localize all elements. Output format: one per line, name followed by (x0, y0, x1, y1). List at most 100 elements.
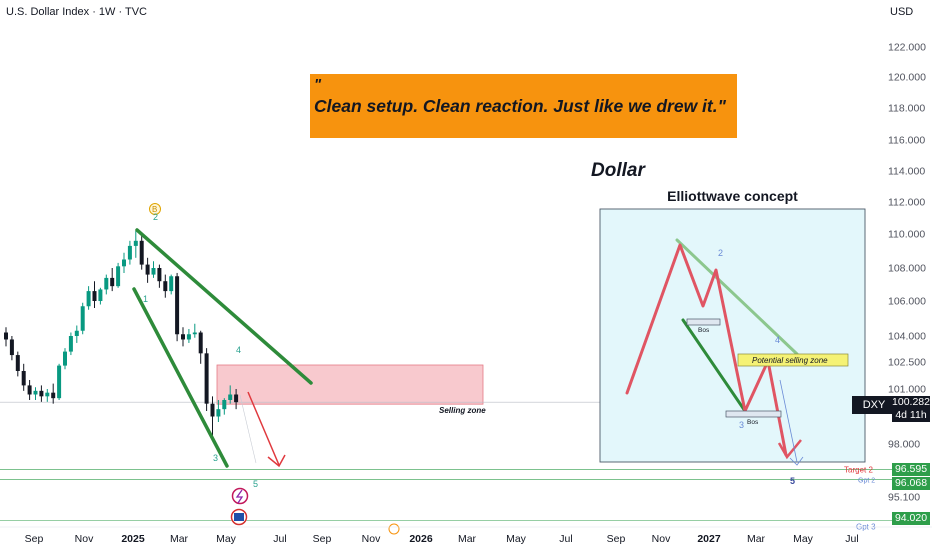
candle-body (9, 339, 14, 356)
selling-zone-label: Selling zone (439, 406, 486, 415)
price-tag-96068: 96.068 (892, 477, 930, 490)
candle-body (151, 268, 156, 275)
lightning-glyph (235, 489, 244, 504)
candle-body (116, 266, 121, 287)
wave-1-label: 1 (143, 294, 148, 304)
y-tick-label: 116.000 (888, 135, 925, 147)
x-tick-label: Jul (559, 533, 572, 545)
flag-glyph (234, 513, 244, 521)
candle-body (198, 332, 203, 354)
y-tick-label: 101.000 (888, 384, 926, 396)
x-tick-label: Jul (845, 533, 858, 545)
x-tick-label: 2026 (409, 533, 433, 545)
inset-wave-3: 3 (739, 420, 744, 430)
candle-body (216, 409, 221, 417)
candle-body (169, 276, 174, 292)
wave-b-label: B (152, 205, 157, 214)
y-tick-label: 95.100 (888, 492, 920, 504)
bos-box-2 (725, 410, 782, 418)
candle-body (222, 400, 227, 410)
quote-callout: " Clean setup. Clean reaction. Just like… (310, 74, 737, 138)
projection-arrow-head (267, 454, 286, 468)
candle-body (4, 332, 8, 340)
inset-wave-5: 5 (790, 476, 795, 486)
candle-body (139, 240, 144, 265)
candle-body (104, 277, 109, 290)
x-tick-label: Nov (75, 533, 94, 545)
x-tick-label: Nov (652, 533, 671, 545)
price-tag-94020: 94.020 (892, 512, 930, 525)
potential-zone-label: Potential selling zone (752, 356, 828, 365)
candle-body (234, 394, 239, 403)
candle-body (63, 351, 67, 366)
projection-guide (239, 394, 257, 464)
elliott-title: Elliottwave concept (667, 188, 798, 204)
candle-body (45, 392, 50, 397)
last-price-tag: 100.282 4d 11h (892, 396, 930, 422)
trendline-upper (135, 228, 313, 385)
trendline-lower (132, 287, 229, 468)
ticker-badge: DXY (852, 396, 896, 414)
inset-wave-2: 2 (718, 248, 723, 258)
bos-label-2: Bos (747, 419, 759, 426)
x-tick-label: May (793, 533, 814, 545)
wave-b-circle (149, 203, 161, 215)
inset-blue-projection (779, 379, 798, 463)
candle-body (86, 291, 91, 307)
last-price-value: 100.282 (892, 396, 930, 408)
currency-label: USD (890, 6, 914, 18)
x-tick-label: Sep (313, 533, 332, 545)
candle-body (228, 394, 233, 400)
gpt-2-label: Gpt 2 (858, 477, 875, 484)
candle-body (157, 268, 162, 282)
wave-5-label: 5 (253, 479, 258, 489)
y-tick-label: 112.000 (888, 197, 925, 209)
candle-body (145, 264, 150, 275)
dividend-icon (388, 523, 400, 535)
candle-body (57, 365, 62, 399)
target-2-label: Target 2 (844, 466, 873, 475)
x-tick-label: Sep (25, 533, 44, 545)
x-tick-label: Mar (458, 533, 477, 545)
x-tick-label: Sep (607, 533, 626, 545)
symbol-title: U.S. Dollar Index · 1W · TVC (6, 6, 147, 18)
bos-label-1: Bos (698, 327, 710, 334)
candle-body (33, 390, 38, 395)
bos-box-1 (686, 318, 721, 326)
lightning-event-icon (231, 487, 249, 505)
candle-body (210, 403, 215, 417)
countdown-value: 4d 11h (895, 409, 927, 421)
candle-body (122, 259, 126, 267)
candle-body (15, 355, 20, 371)
x-tick-label: Mar (747, 533, 766, 545)
x-tick-label: Jul (273, 533, 286, 545)
candle-body (175, 276, 180, 335)
inset-lower-line (681, 318, 747, 413)
projection-arrow-line (247, 391, 280, 466)
candle-body (27, 385, 32, 395)
y-tick-label: 110.000 (888, 229, 925, 241)
candle-body (39, 390, 44, 397)
inset-arrow-head (777, 439, 802, 460)
wave-2-label: 2 (153, 212, 158, 222)
candle-body (21, 371, 26, 386)
candle-body (133, 240, 138, 246)
x-tick-label: Nov (362, 533, 381, 545)
y-tick-label: 122.000 (888, 42, 926, 54)
y-tick-label: 120.000 (888, 72, 926, 84)
candle-body (204, 353, 209, 404)
quote-text: Clean setup. Clean reaction. Just like w… (314, 96, 726, 116)
candle-body (80, 306, 85, 331)
candle-body (92, 291, 97, 301)
candle-body (192, 332, 197, 335)
elliott-inset-panel (599, 208, 866, 463)
selling-zone-rect (216, 364, 484, 405)
candle-body (51, 392, 56, 399)
x-tick-label: May (216, 533, 237, 545)
x-tick-label: 2025 (121, 533, 145, 545)
inset-blue-arrow (789, 456, 804, 466)
x-tick-label: Mar (170, 533, 189, 545)
candle-body (181, 334, 185, 340)
